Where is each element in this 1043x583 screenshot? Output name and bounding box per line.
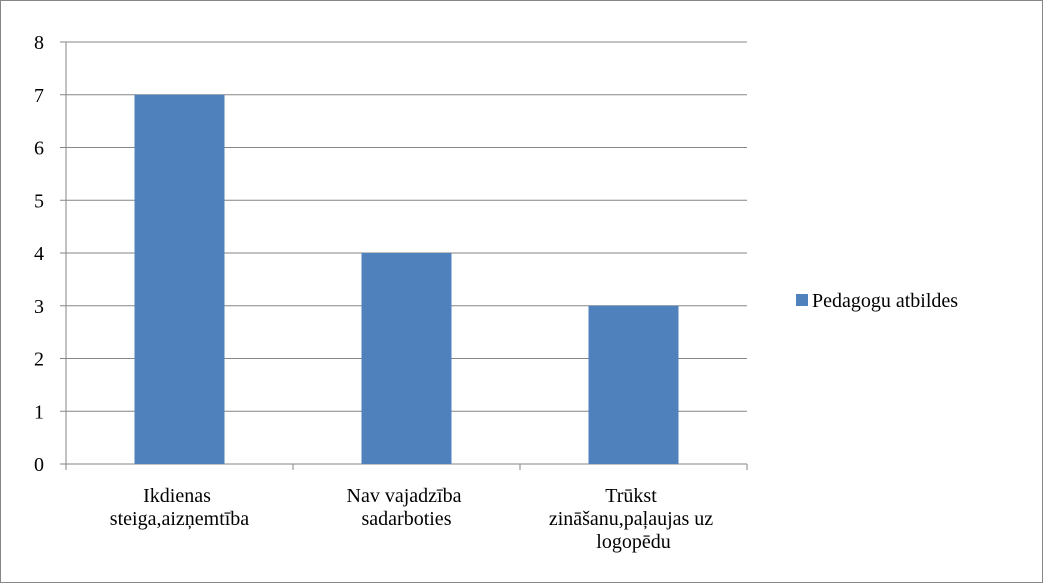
x-tick-label-line: zināšanu,paļaujas uz xyxy=(549,508,718,530)
x-tick-label-line: Trūkst xyxy=(605,485,662,507)
x-tick-label-line: Ikdienas xyxy=(143,485,216,507)
y-tick-label: 0 xyxy=(34,454,44,476)
y-tick-label: 3 xyxy=(34,296,44,318)
y-tick-label: 2 xyxy=(34,349,44,371)
legend-label: Pedagogu atbildes xyxy=(812,290,958,312)
bar xyxy=(134,94,225,464)
y-tick-label: 4 xyxy=(34,243,44,265)
x-tick-label: Ikdienas steiga,aizņemtība xyxy=(110,485,250,530)
legend-swatch xyxy=(796,294,808,306)
x-tick-label: Trūkst zināšanu,paļaujas uz logopēdu xyxy=(549,485,718,553)
bar xyxy=(588,305,679,464)
y-tick-label: 1 xyxy=(34,401,44,423)
y-tick-label: 8 xyxy=(34,32,44,54)
x-tick-label-line: sadarboties xyxy=(362,508,452,530)
y-tick-label: 6 xyxy=(34,138,44,160)
x-tick-label-line: logopēdu xyxy=(596,531,670,553)
x-tick-label-line: Nav vajadzība xyxy=(347,485,467,507)
y-tick-label: 7 xyxy=(34,85,44,107)
x-tick-label-line: steiga,aizņemtība xyxy=(110,508,250,530)
bar xyxy=(361,253,452,464)
x-tick-label: Nav vajadzība sadarboties xyxy=(347,485,467,530)
y-tick-label: 5 xyxy=(34,190,44,212)
